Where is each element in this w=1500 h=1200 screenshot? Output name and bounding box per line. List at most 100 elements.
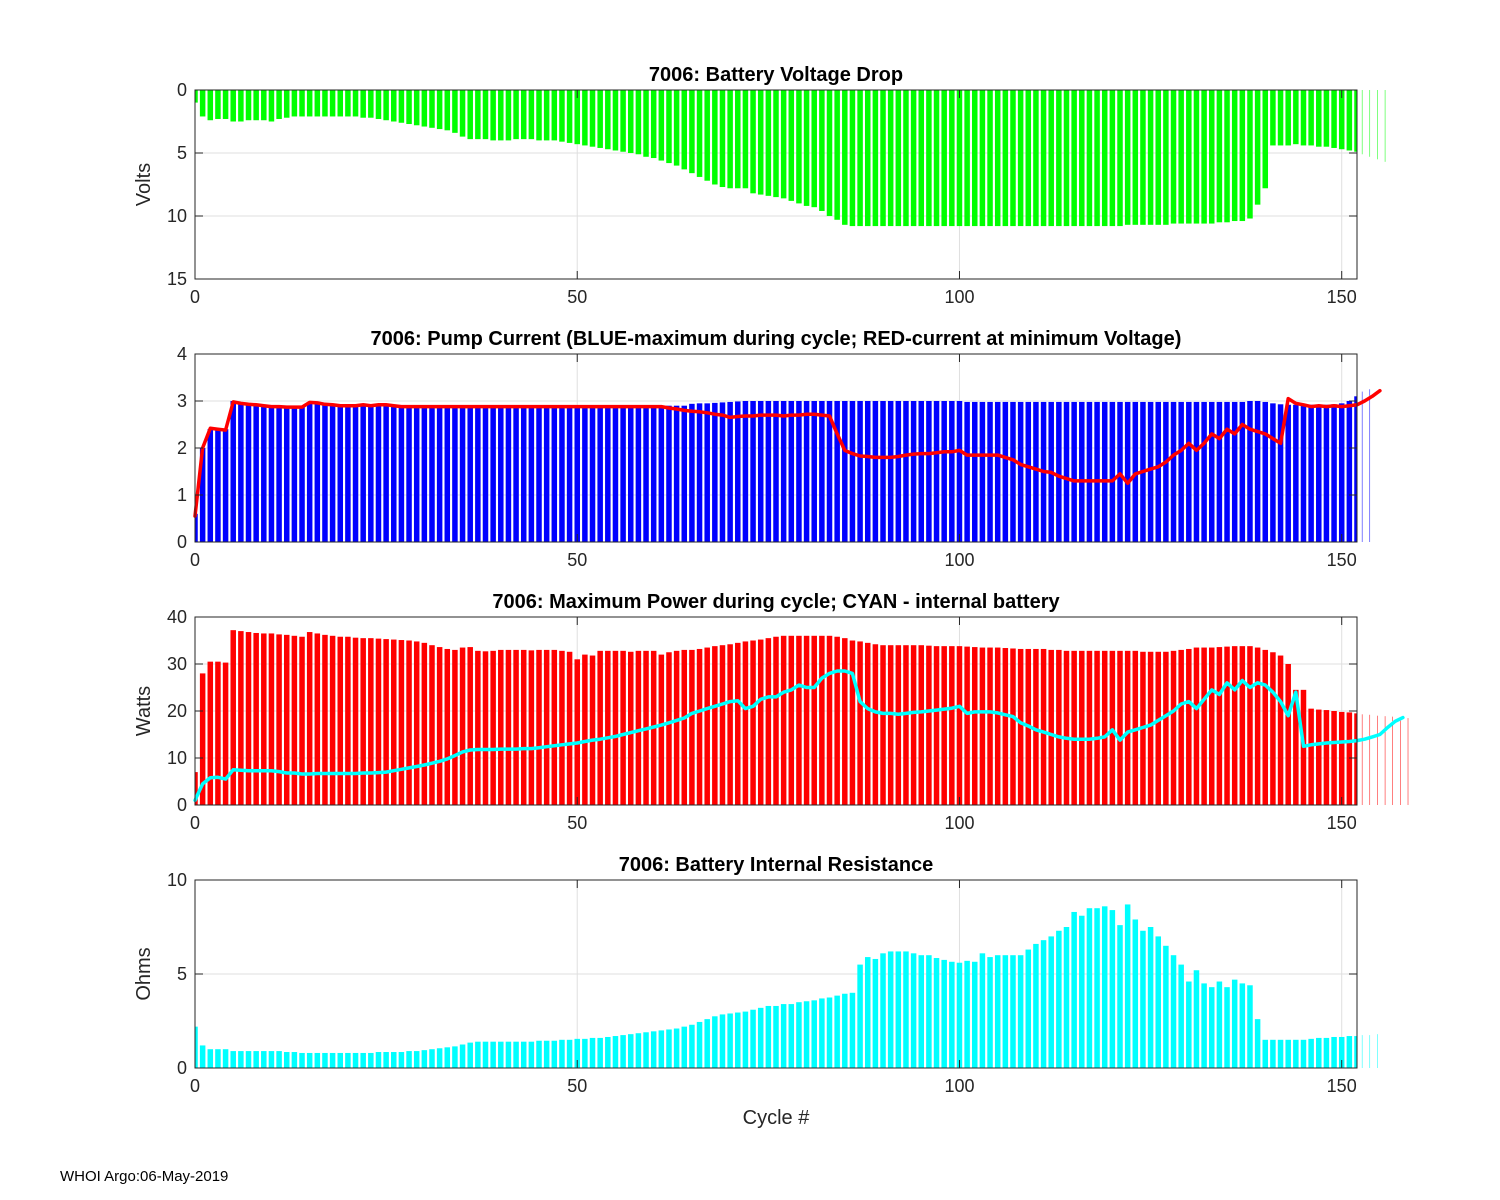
- bar: [880, 645, 886, 805]
- bar: [612, 90, 619, 151]
- bar: [1354, 1036, 1357, 1068]
- bar: [979, 90, 986, 227]
- bar: [322, 634, 328, 805]
- bar: [650, 90, 657, 159]
- bar: [475, 405, 481, 542]
- x-tick-label: 50: [567, 1076, 587, 1096]
- bar: [1124, 650, 1131, 805]
- bar: [528, 405, 535, 542]
- y-axis-label: Ohms: [133, 947, 155, 1000]
- bar: [964, 646, 970, 805]
- bar: [803, 401, 810, 542]
- bar: [872, 958, 879, 1068]
- bar: [421, 90, 428, 127]
- bar: [421, 642, 428, 805]
- y-tick-label: 40: [167, 607, 187, 627]
- bar: [574, 659, 580, 805]
- bar: [1109, 650, 1116, 805]
- bar: [406, 1051, 412, 1068]
- series-line: [193, 669, 1405, 803]
- bar: [436, 1048, 443, 1068]
- bar: [337, 405, 344, 542]
- y-tick-label: 0: [177, 80, 187, 100]
- bar: [918, 645, 925, 805]
- bar: [459, 1044, 466, 1068]
- bar: [719, 1014, 726, 1068]
- bar: [666, 1029, 672, 1068]
- bar: [1178, 90, 1184, 224]
- bar: [1338, 90, 1345, 150]
- bar: [872, 401, 879, 542]
- bar: [505, 649, 512, 805]
- bar: [337, 90, 344, 117]
- bar: [391, 90, 397, 122]
- bar: [1354, 713, 1357, 805]
- bar: [666, 405, 672, 542]
- bar: [314, 402, 321, 542]
- bar: [559, 650, 565, 805]
- bar: [1132, 919, 1139, 1068]
- x-tick-label: 100: [944, 813, 974, 833]
- bar: [337, 636, 344, 805]
- bar: [1308, 1038, 1314, 1068]
- bar: [1293, 689, 1299, 805]
- bar: [605, 1036, 611, 1068]
- bar: [345, 636, 351, 805]
- bar: [1354, 396, 1357, 542]
- bar: [635, 650, 642, 805]
- bar: [475, 1041, 481, 1068]
- bar: [1323, 90, 1330, 147]
- bar: [1063, 401, 1070, 542]
- bar: [864, 401, 871, 542]
- x-tick-label: 100: [944, 287, 974, 307]
- bar: [1140, 90, 1146, 225]
- bar: [704, 1019, 710, 1068]
- bar: [543, 405, 550, 542]
- bar: [291, 1052, 298, 1068]
- bar: [972, 401, 978, 542]
- bar: [1109, 401, 1116, 542]
- bar: [429, 645, 435, 805]
- bar: [1224, 90, 1230, 223]
- bar: [788, 635, 795, 805]
- bar: [566, 90, 573, 143]
- bar: [842, 401, 848, 542]
- bar: [910, 401, 917, 542]
- bar: [467, 405, 473, 542]
- bar: [574, 90, 580, 145]
- bar: [903, 401, 909, 542]
- bar: [673, 90, 680, 166]
- bar: [1117, 90, 1123, 227]
- bar: [1040, 648, 1047, 805]
- bar: [1010, 90, 1016, 227]
- x-tick-label: 0: [190, 550, 200, 570]
- bar: [1147, 401, 1154, 542]
- bar: [245, 1051, 252, 1068]
- bar: [887, 951, 894, 1068]
- bar: [520, 649, 527, 805]
- x-tick-label: 150: [1327, 813, 1357, 833]
- bar: [1293, 1039, 1299, 1068]
- bar: [1140, 930, 1146, 1068]
- bar: [1201, 401, 1207, 542]
- bar: [1101, 401, 1108, 542]
- bar: [742, 90, 749, 189]
- bar: [589, 405, 596, 542]
- bar: [283, 634, 290, 805]
- bar: [650, 405, 657, 542]
- bar: [574, 405, 580, 542]
- bar: [612, 1036, 619, 1068]
- bar: [329, 405, 336, 542]
- bar: [1308, 90, 1314, 146]
- bar: [1132, 90, 1139, 225]
- bar: [1109, 90, 1116, 227]
- bar: [329, 635, 336, 805]
- bar: [1262, 1039, 1269, 1068]
- y-tick-label: 4: [177, 344, 187, 364]
- bar: [1407, 718, 1409, 805]
- bar: [360, 638, 366, 805]
- bar: [1040, 940, 1047, 1068]
- bar: [826, 401, 833, 542]
- bar: [1086, 650, 1093, 805]
- x-tick-label: 0: [190, 287, 200, 307]
